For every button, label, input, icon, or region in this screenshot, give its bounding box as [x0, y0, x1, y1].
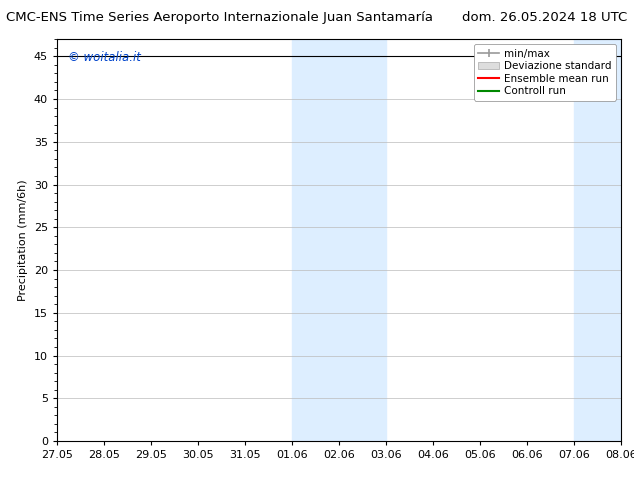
Bar [574, 39, 621, 441]
Bar [292, 39, 386, 441]
Legend: min/max, Deviazione standard, Ensemble mean run, Controll run: min/max, Deviazione standard, Ensemble m… [474, 45, 616, 100]
Text: CMC-ENS Time Series Aeroporto Internazionale Juan Santamaría: CMC-ENS Time Series Aeroporto Internazio… [6, 11, 434, 24]
Y-axis label: Precipitation (mm/6h): Precipitation (mm/6h) [18, 179, 29, 301]
Text: dom. 26.05.2024 18 UTC: dom. 26.05.2024 18 UTC [462, 11, 628, 24]
Text: © woitalia.it: © woitalia.it [68, 51, 141, 64]
